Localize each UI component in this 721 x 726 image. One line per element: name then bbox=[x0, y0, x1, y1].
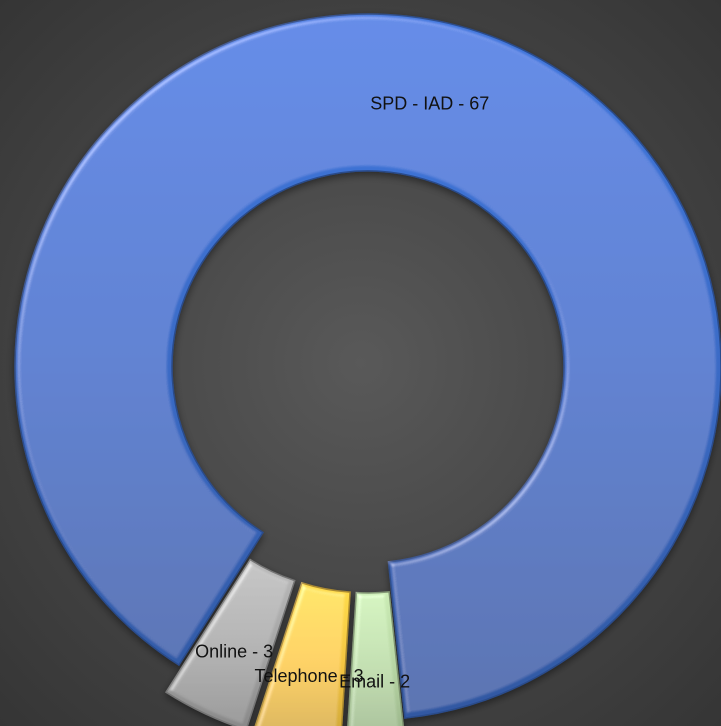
data-label-spd-iad: SPD - IAD - 67 bbox=[370, 94, 489, 114]
slice-spd-iad bbox=[14, 13, 721, 719]
slice-telephone bbox=[254, 581, 351, 726]
data-label-telephone: Telephone - 3 bbox=[255, 666, 364, 686]
data-label-online: Online - 3 bbox=[195, 642, 273, 662]
data-label-email: Email - 2 bbox=[339, 671, 410, 691]
slice-online bbox=[165, 558, 296, 726]
slice-email bbox=[347, 591, 404, 726]
